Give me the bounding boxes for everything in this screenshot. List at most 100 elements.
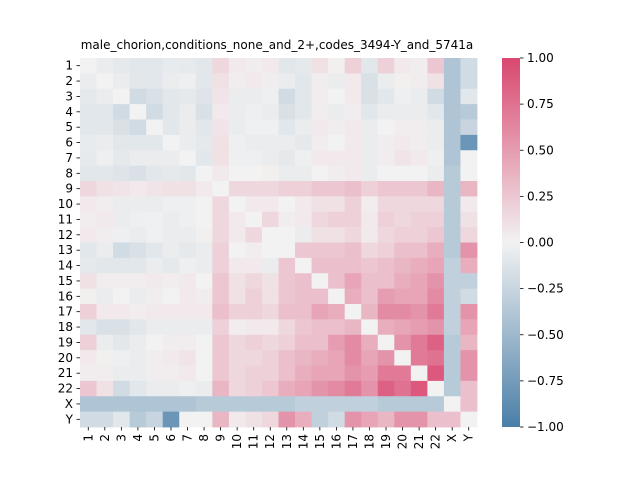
heatmap-cell-19-10 (228, 334, 246, 351)
row-tick-label-21: 21 (58, 366, 73, 380)
heatmap-cell-7-20 (394, 150, 412, 167)
heatmap-cell-19-1 (80, 334, 97, 351)
heatmap-cell-20-6 (162, 350, 180, 366)
heatmap-cell-6-8 (195, 134, 213, 151)
heatmap-cell-9-X (443, 181, 461, 197)
heatmap-cell-20-2 (96, 350, 114, 366)
heatmap-cell-21-10 (228, 365, 246, 382)
heatmap-cell-22-X (443, 380, 461, 397)
heatmap-cell-5-17 (344, 119, 362, 136)
heatmap-cell-13-Y (460, 242, 478, 259)
row-tick-label-22: 22 (58, 382, 73, 396)
heatmap-cell-14-17 (344, 257, 362, 274)
heatmap-cell-6-X (443, 134, 461, 151)
heatmap-cell-19-5 (146, 334, 164, 351)
row-tick-label-15: 15 (58, 274, 73, 288)
heatmap-cell-12-9 (212, 227, 230, 243)
col-tick-label-7: 7 (181, 434, 195, 442)
heatmap-cell-18-Y (460, 319, 478, 336)
heatmap-cell-13-18 (361, 242, 379, 259)
col-tick-label-8: 8 (197, 434, 211, 442)
heatmap-cell-3-X (443, 88, 461, 105)
heatmap-cell-20-10 (228, 350, 246, 366)
heatmap-cell-12-6 (162, 227, 180, 243)
heatmap-cell-15-6 (162, 273, 180, 290)
colorbar-tick-label: 1.00 (527, 51, 554, 65)
heatmap-cell-10-5 (146, 196, 164, 213)
chart-title: male_chorion,conditions_none_and_2+,code… (81, 38, 474, 52)
col-tick-labels: 1 2 3 4 5 6 7 8 9 10 11 12 13 14 15 16 17 18 19 20 21 22 X Y (81, 427, 476, 449)
heatmap-cell-15-2 (96, 273, 114, 290)
heatmap-cell-3-Y (460, 88, 478, 105)
heatmap-cell-2-20 (394, 73, 412, 90)
heatmap-cell-2-11 (245, 73, 263, 90)
heatmap-cell-2-17 (344, 73, 362, 90)
heatmap-cell-7-7 (179, 150, 197, 167)
heatmap-cell-X-21 (410, 396, 428, 413)
heatmap-cell-6-2 (96, 134, 114, 151)
heatmap-cell-5-15 (311, 119, 329, 136)
heatmap-cell-16-16 (328, 288, 346, 305)
heatmap-cell-20-12 (261, 350, 279, 366)
heatmap-cell-8-4 (129, 165, 147, 182)
heatmap-cell-16-8 (195, 288, 213, 305)
heatmap-cell-14-4 (129, 257, 147, 274)
heatmap-cell-12-7 (179, 227, 197, 243)
heatmap-cell-3-18 (361, 88, 379, 105)
heatmap-cell-1-9 (212, 58, 230, 74)
heatmap-cell-7-Y (460, 150, 478, 167)
heatmap-cell-6-6 (162, 134, 180, 151)
heatmap-cell-6-20 (394, 134, 412, 151)
heatmap-cell-11-12 (261, 211, 279, 228)
heatmap-cell-11-8 (195, 211, 213, 228)
heatmap-cell-21-21 (410, 365, 428, 382)
heatmap-cell-16-13 (278, 288, 296, 305)
heatmap-cell-8-20 (394, 165, 412, 182)
col-tick-label-X: X (445, 434, 459, 442)
heatmap-cell-1-16 (328, 58, 346, 74)
col-tick-label-14: 14 (296, 434, 310, 449)
heatmap-cells (80, 58, 478, 428)
heatmap-cell-18-4 (129, 319, 147, 336)
heatmap-cell-Y-12 (261, 411, 279, 428)
row-tick-label-18: 18 (58, 320, 73, 334)
heatmap-cell-Y-11 (245, 411, 263, 428)
heatmap-cell-13-20 (394, 242, 412, 259)
heatmap-cell-3-9 (212, 88, 230, 105)
heatmap-cell-10-X (443, 196, 461, 213)
heatmap-cell-4-16 (328, 104, 346, 120)
heatmap-cell-2-13 (278, 73, 296, 90)
heatmap-cell-2-21 (410, 73, 428, 90)
heatmap-cell-2-16 (328, 73, 346, 90)
heatmap-cell-7-15 (311, 150, 329, 167)
heatmap-cell-2-7 (179, 73, 197, 90)
heatmap-cell-18-21 (410, 319, 428, 336)
heatmap-cell-9-17 (344, 181, 362, 197)
heatmap-cell-17-X (443, 304, 461, 320)
heatmap-cell-2-12 (261, 73, 279, 90)
heatmap-cell-9-2 (96, 181, 114, 197)
heatmap-cell-3-5 (146, 88, 164, 105)
heatmap-cell-17-7 (179, 304, 197, 320)
heatmap-cell-21-3 (113, 365, 131, 382)
heatmap-cell-19-15 (311, 334, 329, 351)
heatmap-cell-13-8 (195, 242, 213, 259)
row-tick-label-1: 1 (65, 59, 73, 73)
heatmap-cell-17-19 (377, 304, 395, 320)
heatmap-cell-21-6 (162, 365, 180, 382)
heatmap-cell-18-15 (311, 319, 329, 336)
heatmap-cell-6-7 (179, 134, 197, 151)
heatmap-cell-6-15 (311, 134, 329, 151)
heatmap-cell-21-22 (427, 365, 445, 382)
heatmap-cell-Y-14 (295, 411, 312, 428)
heatmap-cell-9-4 (129, 181, 147, 197)
col-tick-label-20: 20 (396, 434, 410, 449)
heatmap-cell-3-14 (295, 88, 312, 105)
heatmap-cell-X-19 (377, 396, 395, 413)
heatmap-cell-5-19 (377, 119, 395, 136)
heatmap-cell-20-X (443, 350, 461, 366)
heatmap-cell-Y-13 (278, 411, 296, 428)
heatmap-cell-1-21 (410, 58, 428, 74)
heatmap-cell-2-8 (195, 73, 213, 90)
heatmap-cell-16-3 (113, 288, 131, 305)
